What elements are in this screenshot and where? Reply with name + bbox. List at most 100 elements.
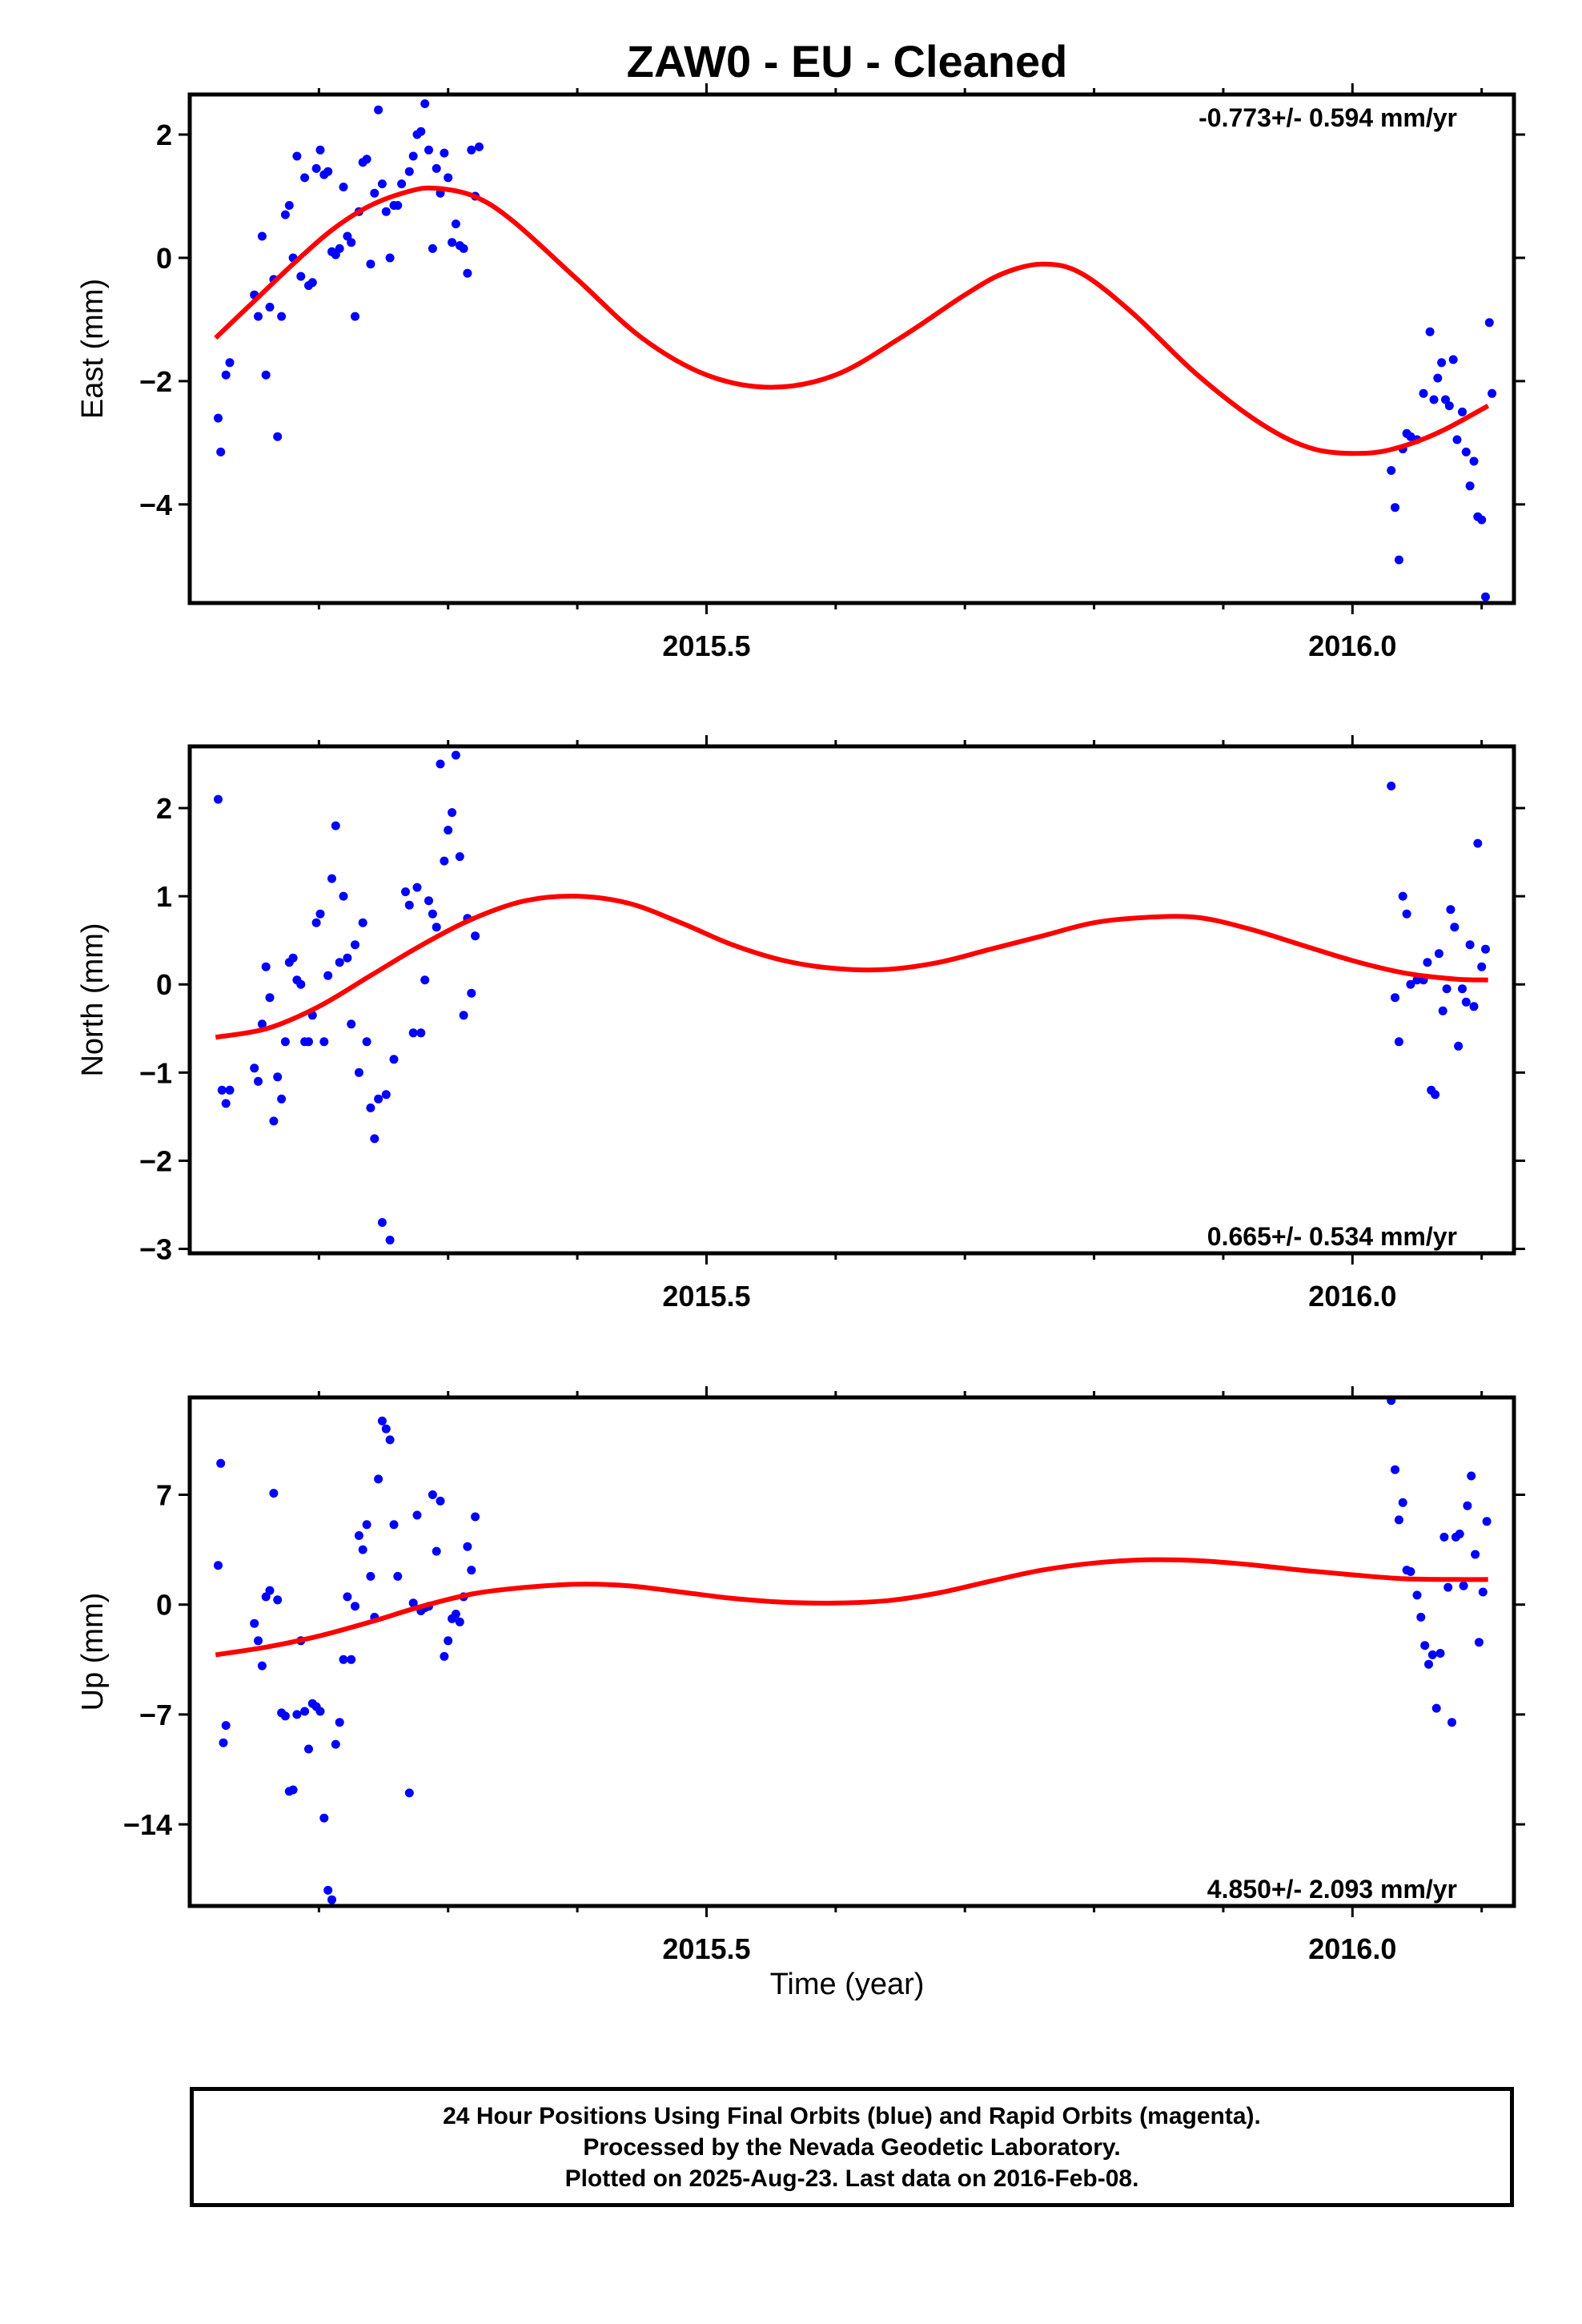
data-point: [307, 278, 317, 287]
footer-line-2: Processed by the Nevada Geodetic Laborat…: [583, 2133, 1121, 2161]
data-point: [354, 1068, 363, 1077]
data-point: [217, 1085, 227, 1095]
y-axis-label: Up (mm): [76, 1593, 110, 1711]
x-tick-label: 2015.5: [662, 629, 750, 662]
data-point: [1391, 993, 1399, 1003]
data-point: [221, 1099, 231, 1108]
x-axis-label: Time (year): [770, 1968, 925, 2001]
data-point: [273, 1595, 283, 1605]
data-point: [347, 1655, 356, 1664]
data-point: [292, 1710, 302, 1719]
data-point: [428, 243, 437, 253]
data-point: [254, 312, 263, 321]
data-point: [401, 887, 410, 897]
data-point: [221, 370, 231, 380]
data-point: [362, 1037, 371, 1047]
data-point: [1481, 592, 1490, 601]
data-point: [304, 1744, 313, 1754]
data-point: [1435, 1649, 1445, 1658]
data-point: [304, 1037, 313, 1047]
data-point: [300, 173, 310, 183]
rate-annotation: -0.773+/- 0.594 mm/yr: [1199, 103, 1457, 132]
data-point: [1450, 923, 1460, 932]
data-point: [1482, 1517, 1492, 1526]
data-point: [432, 1546, 441, 1556]
data-point: [250, 1063, 259, 1073]
data-point: [397, 179, 407, 189]
data-point: [440, 1651, 449, 1661]
data-point: [254, 1636, 263, 1646]
data-point: [292, 151, 302, 161]
data-point: [1412, 1590, 1422, 1600]
data-point: [389, 1520, 399, 1530]
footer-box: 24 Hour Positions Using Final Orbits (bl…: [190, 2087, 1514, 2207]
data-point: [315, 909, 325, 919]
data-point: [269, 1489, 279, 1498]
data-point: [1448, 355, 1458, 364]
data-point: [1391, 503, 1399, 513]
data-point: [1429, 395, 1439, 404]
data-point: [377, 1218, 387, 1227]
data-point: [1465, 481, 1475, 491]
data-point: [1416, 1612, 1426, 1622]
points-group: [214, 750, 1490, 1244]
data-point: [311, 163, 321, 173]
data-point: [354, 1531, 363, 1540]
data-point: [444, 826, 453, 835]
y-axis-label: East (mm): [76, 279, 110, 419]
data-point: [1387, 782, 1396, 790]
data-point: [280, 1711, 290, 1721]
data-point: [408, 151, 418, 161]
rate-annotation: 4.850+/- 2.093 mm/yr: [1207, 1875, 1457, 1904]
data-point: [1471, 1550, 1480, 1559]
y-tick-label: 0: [156, 242, 172, 275]
data-point: [1477, 962, 1487, 971]
data-point: [1433, 373, 1443, 383]
data-point: [323, 971, 333, 980]
y-tick-label: −2: [139, 1144, 172, 1177]
data-point: [1431, 1703, 1441, 1713]
data-point: [323, 167, 333, 176]
data-point: [416, 127, 426, 136]
data-point: [1467, 1471, 1476, 1481]
data-point: [1465, 940, 1475, 950]
y-tick-label: 2: [156, 119, 172, 151]
data-point: [381, 207, 391, 216]
data-point: [1442, 984, 1452, 994]
panels: 2 0 −2 −4 2015.5 2016.0 East (mm) -0.773+/- 0.5…: [76, 83, 1525, 1965]
data-point: [1398, 891, 1407, 901]
data-point: [273, 432, 283, 441]
data-point: [404, 1788, 414, 1798]
data-point: [377, 179, 387, 189]
data-point: [1481, 944, 1490, 954]
data-point: [393, 1571, 403, 1581]
data-point: [366, 1103, 375, 1112]
data-point: [370, 188, 379, 198]
data-point: [432, 923, 441, 932]
data-point: [280, 1037, 290, 1047]
footer-line-3: Plotted on 2025-Aug-23. Last data on 201…: [564, 2165, 1139, 2192]
panel-1: 2 1 0 −1 −2 −3 2015.5 2016.0 North (mm) 0.665+/- …: [76, 735, 1525, 1313]
data-point: [440, 856, 449, 866]
data-point: [1469, 1002, 1479, 1011]
data-point: [1406, 1567, 1415, 1576]
data-point: [1394, 555, 1403, 565]
data-point: [1463, 1501, 1472, 1510]
panel-2: 7 0 −7 −14 2015.5 2016.0 Up (mm) 4.850+/- 2.093…: [76, 1386, 1525, 1965]
chart-title: ZAW0 - EU - Cleaned: [627, 36, 1068, 86]
data-point: [1455, 1530, 1464, 1538]
data-point: [323, 1885, 333, 1895]
rate-annotation: 0.665+/- 0.534 mm/yr: [1207, 1222, 1457, 1251]
data-point: [265, 1586, 275, 1595]
points-group: [214, 99, 1497, 601]
data-point: [381, 1424, 391, 1433]
data-point: [432, 163, 441, 173]
data-point: [300, 1707, 310, 1716]
data-point: [1438, 1006, 1447, 1015]
data-point: [463, 268, 472, 278]
data-point: [1425, 327, 1435, 336]
data-point: [428, 909, 437, 919]
data-point: [343, 1592, 352, 1602]
data-point: [1423, 958, 1432, 967]
